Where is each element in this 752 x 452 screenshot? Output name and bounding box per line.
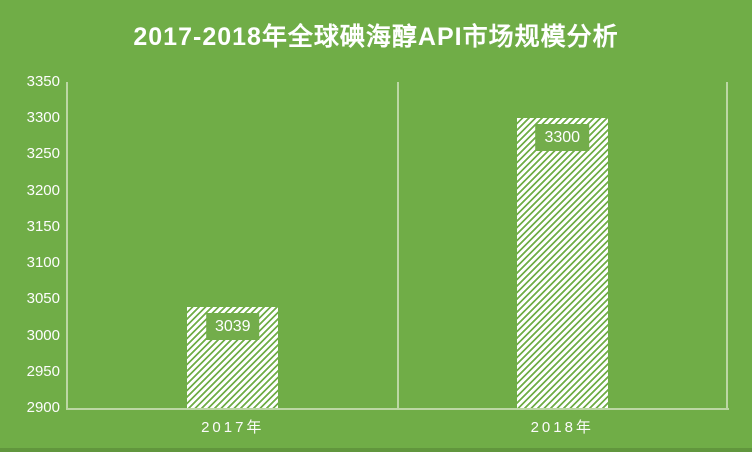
chart-title: 2017-2018年全球碘海醇API市场规模分析 <box>133 23 619 51</box>
bar-data-label: 3039 <box>205 313 260 341</box>
y-tick-label: 3000 <box>26 326 60 344</box>
x-category-label: 2018年 <box>530 419 594 436</box>
bottom-edge-shadow <box>0 448 752 452</box>
x-axis-line <box>66 408 729 410</box>
y-tick-label: 3200 <box>26 181 60 199</box>
bar-data-label: 3300 <box>535 124 590 152</box>
bar-2017年: 3039 <box>187 307 279 408</box>
gridline <box>396 82 399 408</box>
x-category-label: 2017年 <box>201 419 265 436</box>
y-tick-label: 3250 <box>26 145 60 163</box>
y-tick-label: 2900 <box>26 399 60 416</box>
gridline <box>726 82 728 408</box>
bar-2018年: 3300 <box>516 118 608 408</box>
y-tick-label: 2950 <box>26 362 60 380</box>
y-tick-label: 3150 <box>26 217 60 235</box>
y-axis-line <box>66 82 68 410</box>
y-tick-label: 3300 <box>26 109 60 127</box>
y-tick-label: 3100 <box>26 254 60 272</box>
y-tick-label: 3350 <box>26 73 60 90</box>
y-tick-label: 3050 <box>26 290 60 308</box>
